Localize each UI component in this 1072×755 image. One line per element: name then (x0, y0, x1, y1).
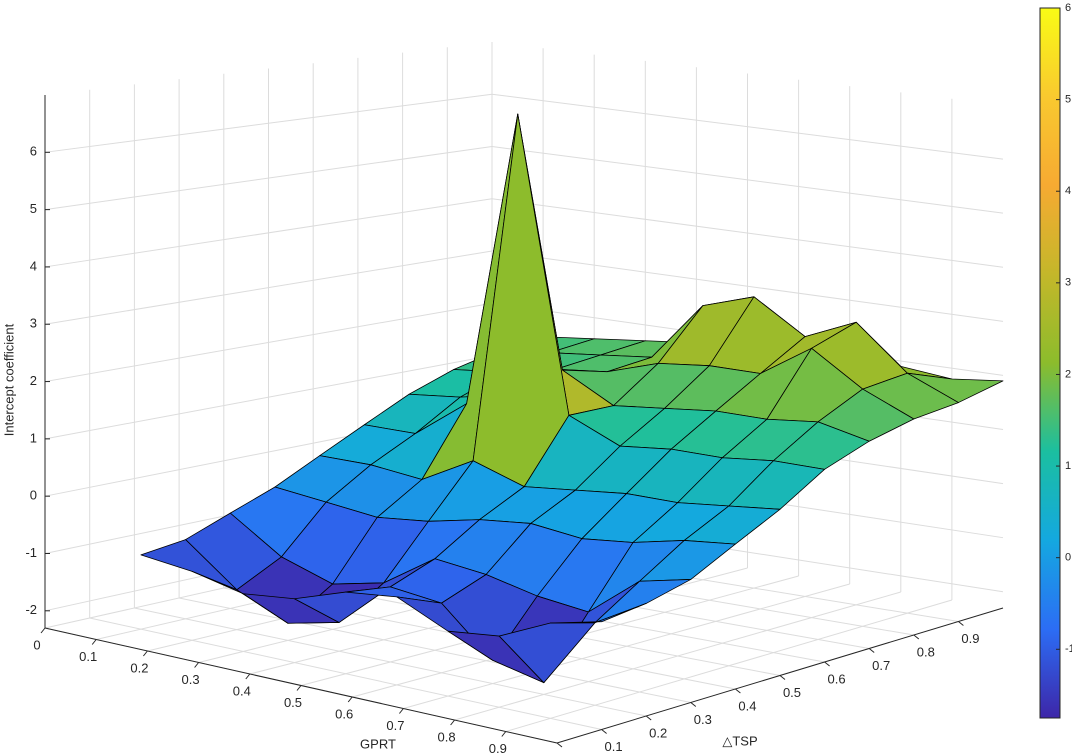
x-tick-label: 0.2 (130, 660, 148, 675)
x-tick-label: 0.3 (182, 672, 200, 687)
wall-grid-line (44, 355, 493, 440)
x-tick (450, 719, 455, 726)
x-tick-label: 0.9 (489, 741, 507, 755)
y-tick-label: 0.7 (872, 658, 890, 673)
x-tick (143, 650, 148, 657)
z-axis-title: Intercept coefficient (1, 323, 16, 436)
wall-grid-line (491, 198, 1004, 268)
z-tick-label: -2 (25, 602, 37, 617)
x-tick (296, 685, 302, 691)
y-tick-label: 0.1 (605, 739, 623, 754)
colorbar-tick-label: 4 (1065, 185, 1071, 197)
wall-grid-line (491, 250, 1004, 322)
y-tick (779, 675, 786, 680)
z-tick-label: 3 (30, 316, 37, 331)
y-tick-label: 0.4 (738, 698, 756, 713)
y-tick (958, 621, 964, 626)
colorbar-tick-label: 3 (1065, 277, 1071, 289)
wall-grid-line (491, 146, 1004, 214)
x-tick (245, 673, 251, 680)
x-tick-label: 0 (33, 637, 40, 652)
z-tick-label: 1 (30, 430, 37, 445)
x-tick (194, 662, 199, 668)
colorbar-tick-label: 2 (1065, 368, 1071, 380)
x-axis-title: GPRT (360, 736, 396, 751)
y-tick-label: 0 (565, 752, 572, 755)
x-tick (501, 731, 507, 737)
x-tick-label: 0.4 (233, 683, 251, 698)
y-tick (645, 715, 652, 721)
y-tick (868, 648, 875, 653)
y-tick-label: 0.3 (694, 712, 712, 727)
wall-grid-line (44, 250, 493, 325)
y-tick (913, 634, 920, 640)
y-tick (735, 688, 741, 694)
y-axis-title: △TSP (722, 733, 757, 748)
z-tick-label: 4 (30, 258, 37, 273)
floor-grid-line (134, 607, 647, 717)
x-tick (40, 627, 46, 634)
y-tick (601, 729, 607, 734)
x-tick-label: 0.7 (386, 718, 404, 733)
y-tick-label: 0.5 (783, 685, 801, 700)
y-tick (690, 702, 697, 707)
x-tick (91, 639, 97, 645)
colorbar-tick-label: 0 (1065, 552, 1071, 564)
colorbar-tick-label: -1 (1065, 643, 1072, 655)
y-tick-label: 0.6 (828, 671, 846, 686)
y-tick-label: 0.8 (917, 644, 935, 659)
colorbar (1039, 7, 1061, 719)
y-tick (556, 742, 563, 748)
z-tick-label: -1 (25, 545, 37, 560)
y-tick-label: 0.2 (649, 725, 667, 740)
z-tick-label: 2 (30, 373, 37, 388)
x-tick (399, 708, 404, 714)
z-tick-label: 6 (30, 144, 37, 159)
wall-grid-line (491, 93, 1004, 160)
wall-grid-line (44, 93, 493, 153)
colorbar-tick-label: 5 (1065, 94, 1071, 106)
x-tick-label: 0.8 (438, 729, 456, 744)
y-tick (824, 661, 830, 667)
wall-grid-line (44, 302, 493, 383)
colorbar-tick-label: 1 (1065, 460, 1071, 472)
floor-grid-line (178, 597, 691, 703)
z-tick-label: 5 (30, 201, 37, 216)
z-tick-label: 0 (30, 488, 37, 503)
wall-grid-line (44, 198, 493, 268)
x-tick-label: 0.6 (335, 706, 353, 721)
x-tick-label: 0.1 (79, 649, 97, 664)
x-tick (347, 696, 353, 703)
floor-grid-line (89, 617, 602, 730)
wall-grid-line (44, 146, 493, 211)
surface-face (550, 603, 647, 624)
x-tick-label: 0.5 (284, 695, 302, 710)
y-tick-label: 0.9 (961, 631, 979, 646)
colorbar-tick-label: 6 (1065, 2, 1071, 14)
